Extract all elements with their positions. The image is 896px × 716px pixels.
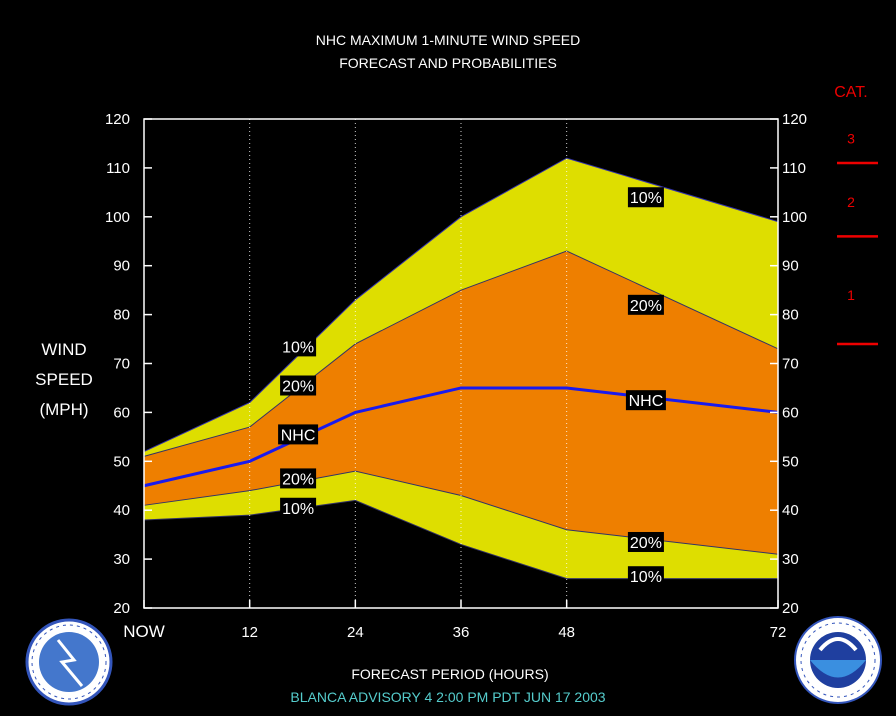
series-label: 20%: [630, 298, 662, 315]
y-axis-label: WIND: [41, 340, 86, 359]
series-label: 20%: [282, 379, 314, 396]
series-line-upper-20: [143, 250, 779, 457]
advisory-footer: BLANCA ADVISORY 4 2:00 PM PDT JUN 17 200…: [290, 689, 605, 705]
y-tick-label-left: 90: [113, 258, 130, 275]
noaa-logo-wave: [810, 660, 866, 678]
y-tick-label-left: 40: [113, 502, 130, 519]
series-label: 10%: [282, 339, 314, 356]
nws-logo: [25, 618, 113, 706]
category-label: 1: [847, 287, 855, 303]
series-label-box: [627, 294, 664, 315]
series-line-lower-20: [143, 470, 779, 555]
noaa-logo: [794, 616, 882, 704]
y-tick-label-right: 100: [782, 209, 807, 226]
series-label: 10%: [282, 501, 314, 518]
series-label: NHC: [281, 427, 316, 444]
chart-title: NHC MAXIMUM 1-MINUTE WIND SPEED: [315, 32, 581, 48]
y-tick-label-right: 120: [782, 111, 807, 128]
noaa-logo-bird: [818, 637, 858, 652]
series-line-nhc: [143, 386, 779, 488]
y-tick-label-right: 40: [782, 502, 799, 519]
x-axis-label: FORECAST PERIOD (HOURS): [351, 666, 548, 682]
x-tick-label: 36: [453, 624, 470, 641]
category-label: 2: [847, 194, 855, 210]
series-label: NHC: [629, 393, 664, 410]
y-axis-label: (MPH): [39, 400, 88, 419]
series-label-box: [280, 336, 317, 357]
y-tick-label-right: 110: [782, 160, 806, 177]
series-label: 10%: [630, 190, 662, 207]
series-label-box: [280, 375, 317, 396]
series-label: 20%: [282, 471, 314, 488]
series-label: 10%: [630, 569, 662, 586]
y-tick-label-left: 100: [105, 209, 130, 226]
x-tick-label: 72: [770, 624, 787, 641]
y-tick-label-right: 20: [782, 600, 799, 617]
y-tick-label-left: 60: [113, 404, 130, 421]
y-tick-label-left: 80: [113, 307, 130, 324]
series-label-box: [280, 497, 317, 518]
y-tick-label-right: 90: [782, 258, 799, 275]
y-tick-label-left: 110: [106, 160, 130, 177]
x-tick-label: 24: [347, 624, 364, 641]
y-tick-label-left: 70: [113, 356, 130, 373]
y-tick-label-left: 120: [105, 111, 130, 128]
series-label-box: [627, 566, 664, 587]
series-label-box: [627, 187, 664, 208]
series-label-box: [625, 390, 666, 411]
y-tick-label-right: 50: [782, 453, 799, 470]
x-tick-label: 48: [558, 624, 575, 641]
nws-logo-text-ring: [31, 624, 107, 700]
y-axis-label: SPEED: [35, 370, 93, 389]
chart-subtitle: FORECAST AND PROBABILITIES: [339, 55, 557, 71]
series-label-box: [280, 468, 317, 489]
series-line-lower-10: [143, 499, 778, 580]
series-label-box: [278, 424, 319, 445]
y-tick-label-left: 50: [113, 453, 130, 470]
noaa-logo-text-ring: [800, 622, 876, 698]
series-label-box: [627, 531, 664, 552]
category-label: 3: [847, 131, 855, 147]
y-tick-label-right: 30: [782, 551, 799, 568]
y-tick-label-left: 20: [113, 600, 130, 617]
y-tick-label-right: 80: [782, 307, 799, 324]
y-tick-label-right: 60: [782, 404, 799, 421]
category-title: CAT.: [834, 84, 867, 101]
series-label: 20%: [630, 535, 662, 552]
series-line-upper-10: [143, 157, 779, 452]
nws-logo-lightning: [56, 639, 84, 687]
x-tick-label: 12: [241, 624, 258, 641]
y-tick-label-right: 70: [782, 356, 799, 373]
y-tick-label-left: 30: [113, 551, 130, 568]
x-tick-label: NOW: [123, 622, 165, 641]
